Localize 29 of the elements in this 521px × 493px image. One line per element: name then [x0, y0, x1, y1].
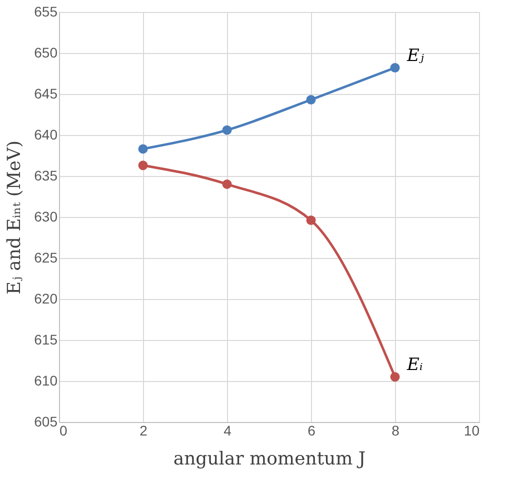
- series-label: Eᵢ: [406, 354, 423, 375]
- x-tick-label: 4: [224, 422, 232, 438]
- y-tick-label: 645: [34, 86, 58, 102]
- y-tick-label: 620: [34, 290, 58, 306]
- y-tick-label: 650: [34, 44, 58, 60]
- y-tick-label: 635: [34, 168, 58, 184]
- point: [222, 179, 232, 189]
- y-tick-label: 630: [34, 208, 58, 224]
- x-tick-label: 2: [140, 422, 148, 438]
- point: [306, 95, 316, 104]
- y-axis-title: Eⱼ and Eᵢₙₜ (MeV): [4, 140, 26, 295]
- point: [306, 216, 316, 226]
- y-tick-label: 615: [34, 332, 58, 348]
- y-tick-label: 655: [34, 4, 58, 20]
- point: [390, 63, 400, 72]
- x-tick-label: 0: [60, 422, 68, 438]
- y-tick-label: 640: [34, 126, 58, 142]
- y-tick-label: 605: [34, 414, 58, 430]
- x-axis-title: angular momentum J: [173, 448, 366, 470]
- point: [390, 372, 400, 382]
- x-tick-label: 10: [464, 422, 480, 438]
- point: [138, 160, 148, 170]
- y-tick-label: 610: [34, 372, 58, 388]
- x-tick-label: 6: [308, 422, 316, 438]
- y-tick-label: 625: [34, 250, 58, 266]
- point: [222, 125, 232, 135]
- point: [138, 144, 148, 154]
- series-label: Eⱼ: [406, 46, 424, 66]
- x-tick-label: 8: [392, 422, 400, 438]
